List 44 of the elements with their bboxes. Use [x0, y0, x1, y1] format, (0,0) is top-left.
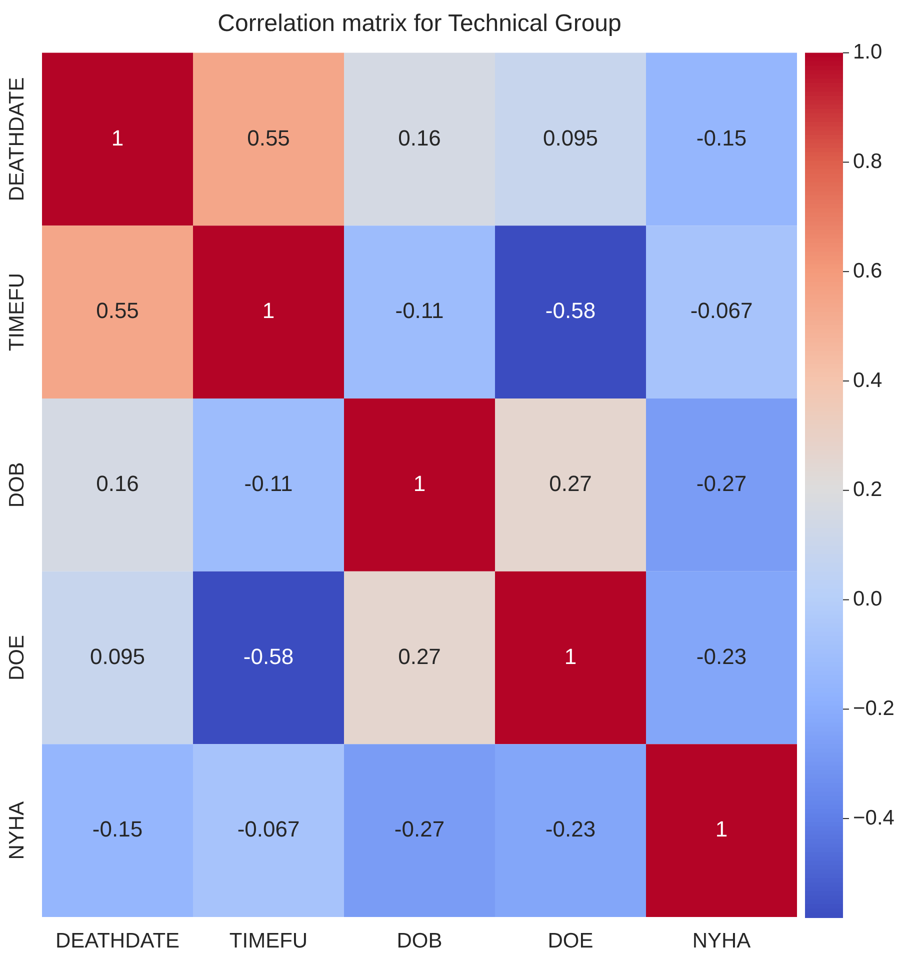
- data-label: 0.55: [96, 298, 139, 324]
- color-bar-label: 0.0: [853, 588, 882, 611]
- data-label: -0.23: [696, 644, 747, 669]
- data-label: -0.27: [696, 470, 747, 496]
- y-tick-label: DOE: [5, 634, 28, 680]
- color-bar-label: 0.4: [853, 368, 883, 392]
- data-label: -0.11: [395, 298, 444, 324]
- y-tick-label: NYHA: [5, 801, 28, 860]
- color-bar-label: 1.0: [853, 40, 882, 64]
- data-label: 0.095: [90, 644, 146, 669]
- color-bar-label: 0.8: [853, 150, 882, 173]
- x-tick-label: NYHA: [692, 929, 751, 952]
- data-label: -0.15: [92, 816, 143, 842]
- data-label: 0.095: [542, 125, 598, 150]
- data-label: 1: [111, 125, 124, 150]
- data-label: -0.23: [545, 816, 596, 842]
- data-label: 0.27: [398, 644, 441, 669]
- x-tick-label: DOE: [548, 929, 594, 952]
- color-bar-label: −0.2: [853, 696, 894, 720]
- data-label: -0.11: [244, 470, 293, 496]
- data-label: 1: [564, 644, 577, 669]
- data-label: 0.55: [247, 125, 290, 150]
- x-tick-label: DOB: [396, 929, 442, 952]
- data-label: 1: [262, 298, 275, 324]
- chart-title: Correlation matrix for Technical Group: [218, 10, 622, 38]
- data-label: 0.16: [398, 125, 441, 150]
- data-label: -0.58: [243, 644, 294, 669]
- data-label: 1: [413, 470, 426, 496]
- color-bar-label: 0.2: [853, 478, 882, 502]
- y-tick-label: DEATHDATE: [5, 77, 28, 202]
- data-label: 0.16: [96, 470, 139, 496]
- data-label: -0.27: [394, 816, 445, 842]
- x-tick-label: TIMEFU: [229, 929, 308, 952]
- data-label: -0.15: [696, 125, 747, 150]
- color-bar-label: −0.4: [853, 806, 895, 830]
- y-tick-label: TIMEFU: [5, 272, 28, 352]
- data-label: -0.067: [237, 816, 300, 842]
- data-label: 0.27: [549, 470, 592, 496]
- x-tick-label: DEATHDATE: [55, 929, 180, 952]
- data-label: -0.58: [545, 298, 596, 324]
- data-label: 1: [715, 816, 728, 842]
- data-label: -0.067: [690, 298, 753, 324]
- color-bar-label: 0.6: [853, 259, 882, 282]
- y-tick-label: DOB: [5, 462, 28, 508]
